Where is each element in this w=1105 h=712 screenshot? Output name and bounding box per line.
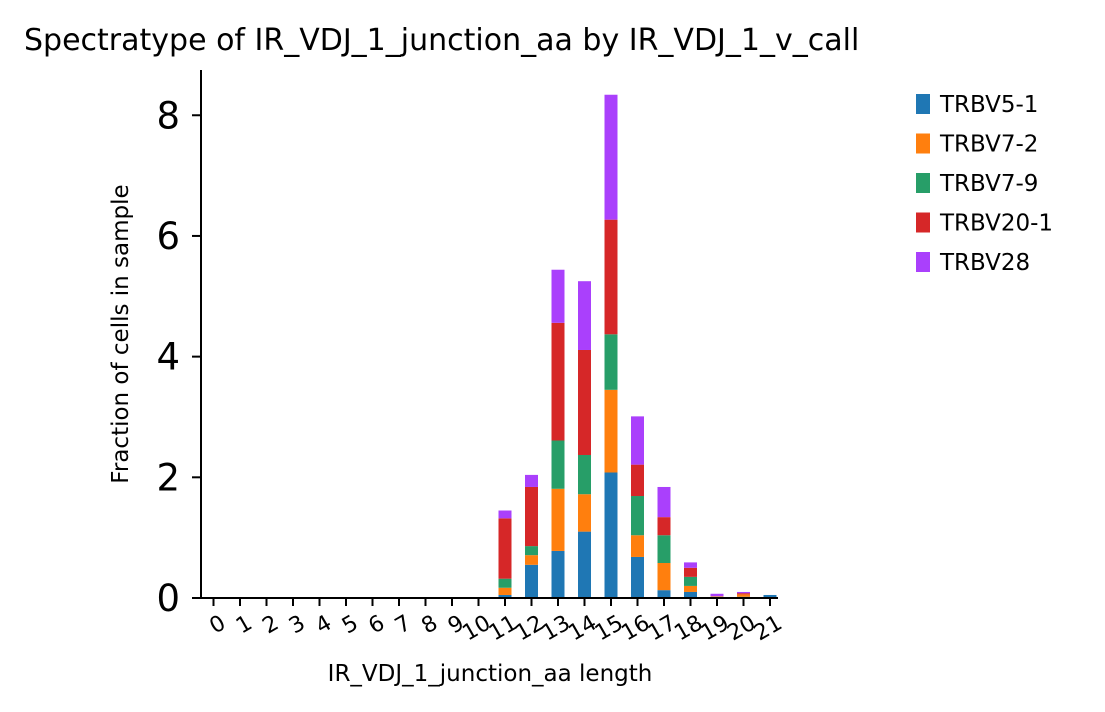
bar-TRBV5-1-16 [631,556,644,598]
legend-label-TRBV7-2: TRBV7-2 [939,132,1038,158]
bar-TRBV28-19 [710,593,724,597]
bar-TRBV7-2-11 [498,587,512,595]
bar-TRBV5-1-14 [578,531,591,598]
x-tick-label: 0 [205,611,230,640]
bar-TRBV28-14 [578,281,591,350]
bar-TRBV7-2-13 [551,488,565,551]
x-tick-label: 7 [391,611,416,640]
bar-TRBV7-9-15 [604,334,618,390]
bar-TRBV28-11 [498,510,512,519]
bar-TRBV7-2-17 [657,563,671,591]
bar-TRBV7-9-17 [657,535,671,563]
chart-title: Spectratype of IR_VDJ_1_junction_aa by I… [24,23,859,58]
x-axis-label: IR_VDJ_1_junction_aa length [328,661,653,687]
bar-TRBV7-2-19 [710,596,724,597]
bar-TRBV20-1-20 [737,593,750,595]
bar-TRBV20-1-12 [525,486,538,547]
y-tick-label: 8 [156,94,180,137]
bar-TRBV20-1-18 [684,567,697,577]
bar-TRBV7-2-18 [684,585,697,592]
y-tick-label: 6 [156,215,180,258]
bar-TRBV20-1-16 [631,464,644,497]
bar-TRBV7-2-12 [525,555,538,565]
bar-TRBV5-1-12 [525,564,538,598]
bar-TRBV7-2-20 [737,594,750,597]
legend-label-TRBV28: TRBV28 [939,250,1030,276]
bar-TRBV7-9-11 [498,578,512,588]
bar-TRBV28-16 [631,416,644,465]
bar-TRBV28-12 [525,474,538,487]
y-axis-label: Fraction of cells in sample [108,184,134,483]
bar-TRBV7-9-18 [684,576,697,586]
legend-label-TRBV20-1: TRBV20-1 [939,211,1053,237]
legend-swatch-TRBV28 [916,252,930,272]
y-axis-ticks: 0 2 4 6 8 [156,94,201,620]
bar-TRBV7-9-13 [551,440,565,489]
bar-TRBV5-1-11 [498,594,512,598]
bar-TRBV7-2-14 [578,494,591,532]
x-tick-label: 6 [364,611,389,640]
bars-group [498,94,777,598]
legend-swatch-TRBV20-1 [916,212,930,233]
bar-TRBV28-18 [684,562,697,568]
legend-swatch-TRBV5-1 [916,94,930,114]
bar-TRBV28-15 [604,94,618,220]
bar-TRBV7-9-16 [631,496,644,536]
x-tick-label: 4 [311,611,336,640]
x-tick-label: 8 [417,611,442,640]
bar-TRBV20-1-15 [604,219,618,335]
bar-TRBV28-17 [657,486,671,518]
legend: TRBV5-1 TRBV7-2 TRBV7-9 TRBV20-1 TRBV28 [916,92,1053,276]
bar-TRBV7-2-15 [604,389,618,473]
bar-TRBV5-1-15 [604,472,618,598]
x-tick-label: 21 [750,611,787,647]
bar-TRBV20-1-17 [657,517,671,536]
bar-TRBV28-13 [551,269,565,323]
bar-TRBV5-1-13 [551,550,565,598]
y-tick-label: 0 [156,577,180,620]
bar-TRBV20-1-13 [551,322,565,441]
legend-swatch-TRBV7-2 [916,133,930,154]
bar-TRBV20-1-14 [578,349,591,455]
bar-TRBV7-9-12 [525,546,538,556]
bar-TRBV7-2-16 [631,535,644,557]
x-tick-label: 1 [232,611,257,640]
x-tick-label: 5 [338,611,363,640]
x-tick-label: 2 [258,611,283,640]
bar-TRBV5-1-17 [657,590,671,598]
bar-TRBV7-9-14 [578,454,591,495]
bar-TRBV5-1-18 [684,591,697,598]
bar-TRBV20-1-11 [498,518,512,579]
legend-swatch-TRBV7-9 [916,173,930,193]
x-tick-label: 3 [285,611,310,640]
bar-TRBV28-20 [737,591,750,594]
legend-label-TRBV5-1: TRBV5-1 [939,92,1038,118]
bar-TRBV5-1-21 [763,594,777,598]
y-tick-label: 2 [156,456,180,499]
y-tick-label: 4 [156,336,180,379]
legend-label-TRBV7-9: TRBV7-9 [939,171,1038,197]
